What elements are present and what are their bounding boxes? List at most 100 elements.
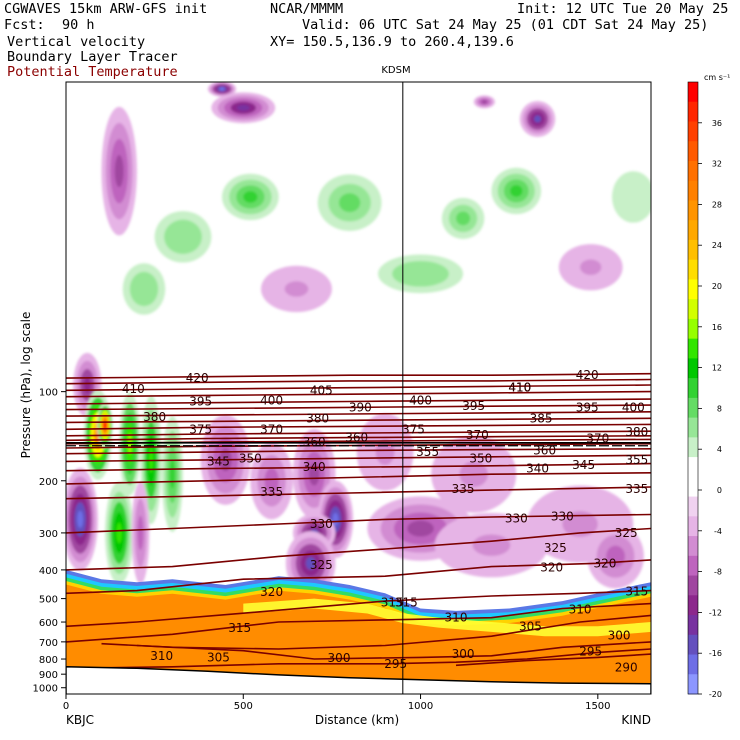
- w-cell: [116, 522, 123, 544]
- theta-label: 335: [452, 482, 475, 496]
- theta-contour: [66, 398, 651, 405]
- header-model: CGWAVES 15km ARW-GFS init: [4, 1, 208, 17]
- w-cell: [173, 228, 193, 246]
- w-cell: [456, 211, 471, 226]
- colorbar-swatch: [688, 457, 698, 478]
- theta-label: 320: [260, 585, 283, 599]
- theta-label: 300: [328, 651, 351, 665]
- y-tick-label: 800: [39, 655, 58, 666]
- theta-contour: [66, 435, 651, 442]
- y-tick-label: 600: [39, 618, 58, 629]
- theta-label: 345: [207, 454, 230, 468]
- colorbar-swatch: [688, 358, 698, 379]
- theta-label: 370: [260, 422, 283, 436]
- colorbar-tick-label: 36: [712, 119, 722, 128]
- theta-contour: [66, 378, 651, 385]
- y-tick-label: 700: [39, 638, 58, 649]
- theta-label: 355: [416, 445, 439, 459]
- w-cell: [103, 421, 107, 430]
- w-cell: [510, 185, 523, 197]
- w-cell: [83, 377, 91, 394]
- theta-contour: [455, 653, 651, 667]
- theta-contour: [66, 454, 651, 463]
- colorbar-tick-label: 28: [712, 200, 722, 209]
- colorbar-swatch: [688, 318, 698, 340]
- y-tick-label: 900: [39, 670, 58, 681]
- w-cell: [264, 467, 279, 494]
- colorbar-swatch: [688, 101, 698, 122]
- theta-label: 315: [395, 595, 418, 609]
- theta-label: 360: [345, 431, 368, 445]
- w-cell: [77, 510, 84, 528]
- theta-label: 350: [239, 451, 262, 465]
- theta-label: 315: [228, 621, 251, 635]
- plot-frame: [65, 81, 652, 695]
- w-cell: [137, 515, 144, 551]
- theta-contour: [66, 404, 651, 411]
- theta-contour: [66, 472, 651, 485]
- w-cell: [284, 281, 309, 297]
- colorbar-units: cm s⁻¹: [704, 73, 730, 82]
- w-cell: [622, 184, 644, 210]
- colorbar-swatch: [688, 437, 698, 458]
- theta-label: 300: [608, 628, 631, 642]
- colorbar-swatch: [688, 476, 698, 498]
- x-tick-label: 1000: [408, 701, 433, 712]
- theta-label: 295: [384, 657, 407, 671]
- y-tick-label: 100: [39, 388, 58, 399]
- y-tick-label: 400: [39, 566, 58, 577]
- theta-label: 310: [150, 649, 173, 663]
- colorbar-swatch: [688, 279, 698, 300]
- header-xy: XY= 150.5,136.9 to 260.4,139.6: [270, 34, 514, 50]
- axes: 0 500 1000 1500 100 200 300 400 500 600 700 800 900 1…: [33, 388, 611, 712]
- colorbar-tick-label: -20: [709, 690, 722, 699]
- theta-label: 340: [303, 460, 326, 474]
- x-tick-label: 1500: [585, 701, 610, 712]
- terrain: [66, 666, 651, 694]
- theta-label: 370: [466, 428, 489, 442]
- colorbar-swatch: [688, 595, 698, 616]
- theta-contour: [66, 417, 651, 424]
- header-fcst-label: Fcst:: [4, 17, 45, 33]
- colorbar-tick-label: 32: [712, 160, 722, 169]
- header-init: Init: 12 UTC Tue 20 May 25: [517, 1, 729, 17]
- theta-label: 310: [569, 603, 592, 617]
- theta-label: 400: [409, 393, 432, 407]
- colorbar-frame: [687, 81, 699, 695]
- colorbar-swatch: [688, 417, 698, 438]
- x-tick-label: 0: [63, 701, 69, 712]
- w-cell: [332, 512, 339, 526]
- theta-label: 420: [576, 368, 599, 382]
- colorbar-tick-label: -8: [714, 568, 722, 577]
- theta-label: 380: [625, 425, 648, 439]
- theta-label: 315: [381, 595, 404, 609]
- colorbar-swatch: [688, 220, 698, 241]
- colorbar-tick-label: -12: [709, 608, 722, 617]
- colorbar-swatch: [688, 536, 698, 557]
- w-cell: [114, 155, 124, 188]
- theta-label: 410: [122, 382, 145, 396]
- theta-contour: [66, 390, 651, 398]
- theta-label: 410: [508, 381, 531, 395]
- colorbar-swatch: [688, 200, 698, 221]
- theta-contour: [66, 384, 651, 392]
- theta-label: 305: [207, 650, 230, 664]
- colorbar-swatch: [688, 397, 698, 419]
- colorbar-swatch: [688, 575, 698, 596]
- terrain-surface: [66, 666, 651, 694]
- colorbar-swatch: [688, 654, 698, 675]
- tropopause-line: [66, 441, 651, 447]
- colorbar-swatch: [688, 634, 698, 656]
- colorbar-swatch: [688, 615, 698, 636]
- w-cell: [407, 520, 434, 537]
- start-station-label: KBJC: [66, 713, 94, 727]
- colorbar-tick-label: 8: [717, 404, 722, 413]
- x-axis-label: Distance (km): [315, 713, 399, 727]
- colorbar-tick-label: -16: [709, 649, 722, 658]
- theta-label: 330: [310, 517, 333, 531]
- theta-label: 360: [303, 435, 326, 449]
- theta-label: 335: [260, 485, 283, 499]
- colorbar-swatch: [688, 180, 698, 201]
- theta-contours: [66, 372, 651, 670]
